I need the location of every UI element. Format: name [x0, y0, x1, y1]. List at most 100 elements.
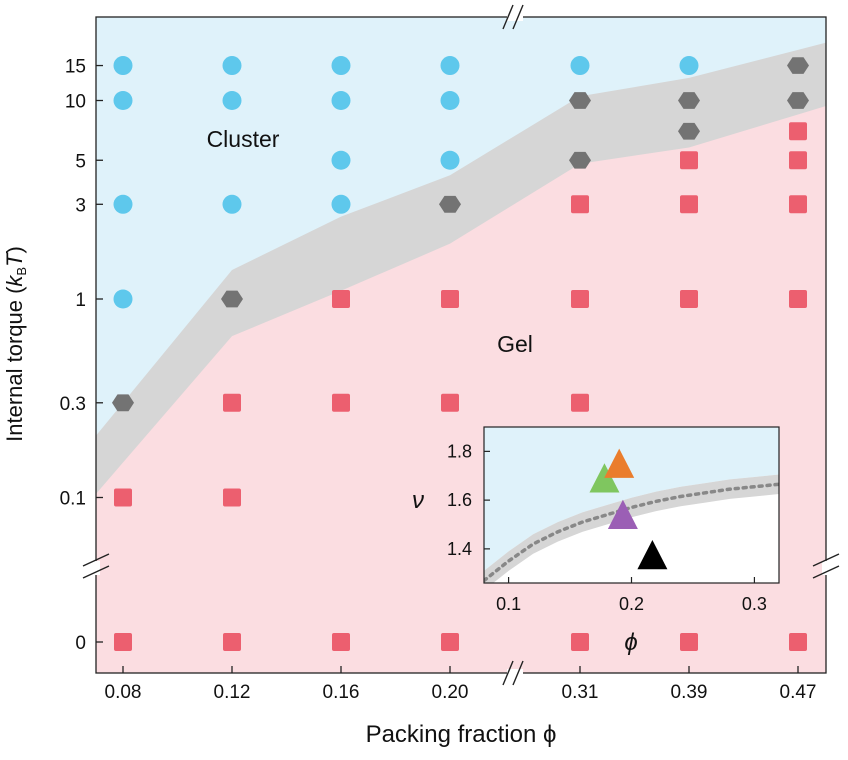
y-axis-break-right	[812, 565, 840, 579]
x-axis-break-bottom-gap	[507, 669, 523, 677]
x-axis-label: Packing fraction ϕ	[366, 721, 557, 748]
inset-y-axis-label: ν	[412, 487, 424, 514]
y-axis-break-left	[82, 565, 110, 579]
gel-point	[332, 290, 350, 308]
transition-point	[569, 151, 591, 169]
inset-band	[484, 474, 779, 583]
x-tick-label: 0.20	[432, 682, 469, 703]
cluster-point	[440, 91, 460, 110]
y-tick-label: 0.1	[60, 489, 86, 510]
inset-triangle-marker	[604, 448, 635, 478]
cluster-point	[222, 194, 242, 214]
y-tick-label: 0.3	[60, 394, 86, 415]
inset-content	[484, 427, 779, 583]
gel-point	[789, 195, 807, 214]
y-label-T: T	[2, 252, 27, 267]
gel-point	[571, 633, 589, 651]
cluster-point	[113, 91, 133, 110]
cluster-point	[331, 194, 351, 214]
transition-point	[787, 57, 809, 74]
transition-point	[787, 92, 809, 109]
gel-point	[223, 633, 241, 651]
cluster-point	[679, 56, 699, 76]
transition-point	[439, 195, 461, 213]
cluster-point	[222, 91, 242, 110]
cluster-label: Cluster	[207, 126, 280, 152]
cluster-point	[113, 289, 133, 309]
x-tick-label: 0.12	[214, 682, 251, 703]
inset-y-tick-label: 1.4	[447, 539, 472, 559]
inset-upper-region	[484, 427, 779, 571]
main-axes: 0.08 0.12 0.16 0.20 0.31 0.39 0.4700.10.313510…	[60, 4, 840, 703]
inset-triangle-marker	[637, 539, 668, 570]
inset-boundary-curve	[484, 482, 779, 583]
gel-point	[571, 290, 589, 308]
gel-label: Gel	[497, 331, 533, 357]
transition-point	[569, 92, 591, 109]
inset-y-tick-label: 1.8	[447, 441, 472, 461]
inset-x-tick-label: 0.2	[619, 594, 644, 614]
gel-point	[680, 633, 698, 651]
gel-point	[223, 488, 241, 507]
cluster-point	[440, 150, 460, 170]
gel-point	[680, 151, 698, 170]
gel-point	[789, 633, 807, 651]
x-tick-label: 0.39	[671, 682, 708, 703]
x-axis-break-top	[502, 4, 514, 30]
gel-point	[332, 393, 350, 412]
inset-x-tick-label: 0.1	[496, 594, 521, 614]
plot-frame	[95, 16, 827, 674]
y-tick-label: 5	[75, 151, 86, 172]
gel-point	[789, 290, 807, 308]
cluster-point	[113, 194, 133, 214]
y-tick-label: 1	[75, 290, 86, 311]
gel-point	[441, 393, 459, 412]
gel-point	[441, 633, 459, 651]
x-tick-label: 0.47	[780, 682, 817, 703]
cluster-point	[331, 56, 351, 76]
cluster-point	[331, 91, 351, 110]
gel-point	[789, 122, 807, 141]
cluster-point	[113, 56, 133, 76]
x-tick-label: 0.31	[562, 682, 599, 703]
inset-x-tick-label: 0.3	[742, 594, 767, 614]
y-label-close: )	[2, 246, 27, 253]
y-axis-break-left-gap	[92, 561, 100, 575]
gel-point	[223, 393, 241, 412]
y-axis-break-right-gap	[822, 561, 830, 575]
y-axis-break-left	[82, 553, 110, 567]
y-tick-label: 3	[75, 195, 86, 216]
x-axis-break-bottom	[502, 660, 514, 686]
x-axis-break-top	[512, 4, 524, 30]
cluster-point	[222, 56, 242, 76]
y-axis-label: Internal torque (kBT)	[2, 246, 29, 442]
transition-point	[221, 290, 243, 308]
cluster-point	[440, 56, 460, 76]
inset-x-axis-label: ϕ	[624, 629, 637, 656]
gel-point	[332, 633, 350, 651]
gel-point	[114, 633, 132, 651]
gel-point	[571, 393, 589, 412]
x-tick-label: 0.16	[323, 682, 360, 703]
y-tick-label: 15	[65, 57, 86, 78]
gel-point	[680, 195, 698, 214]
inset-y-tick-label: 1.6	[447, 490, 472, 510]
x-axis-break-bottom	[512, 660, 524, 686]
gel-point	[571, 195, 589, 214]
y-tick-label: 0	[75, 633, 86, 654]
inset-triangle-marker	[607, 499, 638, 529]
transition-point	[678, 122, 700, 140]
x-axis-break-top-gap	[507, 13, 523, 21]
gel-point	[680, 290, 698, 308]
cluster-point	[331, 150, 351, 170]
inset-plot: 0.1 0.2 0.3 1.4 1.6 1.8 ϕ ν	[412, 426, 780, 656]
x-tick-label: 0.08	[105, 682, 142, 703]
y-axis-break-right	[812, 553, 840, 567]
transition-point	[678, 92, 700, 109]
transition-point	[112, 394, 134, 412]
y-tick-label: 10	[65, 92, 86, 113]
gel-point	[114, 488, 132, 507]
gel-point	[441, 290, 459, 308]
y-label-sub: B	[14, 267, 29, 276]
